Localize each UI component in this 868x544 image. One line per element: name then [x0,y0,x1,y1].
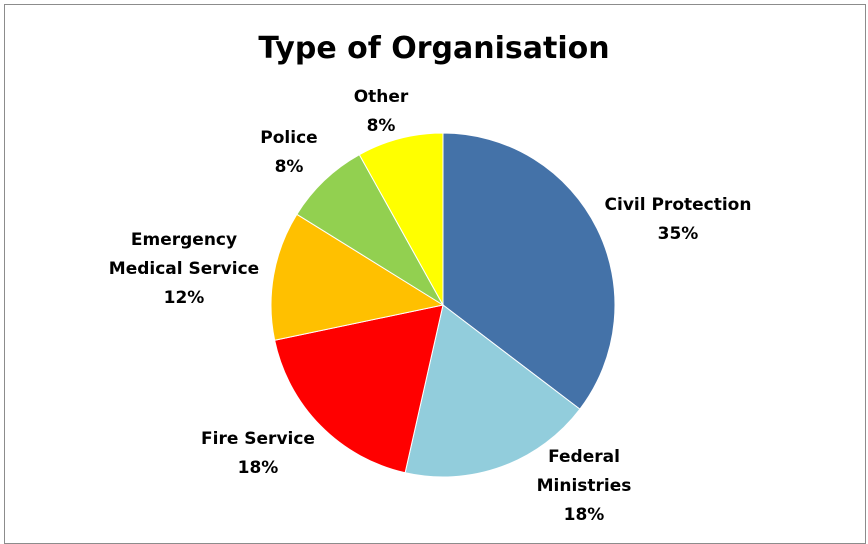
chart-title: Type of Organisation [258,31,610,66]
slice-label-civil-protection: Civil Protection 35% [605,195,752,244]
slice-name-federal-ministries: Federal [548,447,620,467]
pie-chart: Civil Protection 35%Federal Ministries 18%F… [109,87,752,525]
slice-value-civil-protection: 35% [658,224,699,244]
pie-labels: Civil Protection 35%Federal Ministries 18%F… [109,87,752,525]
slice-name-emergency-medical-service: Emergency [131,230,237,250]
slice-value-emergency-medical-service: 12% [164,288,205,308]
pie-slices [270,132,616,478]
slice-name-other: Other [354,87,409,107]
pie-slice-civil-protection [442,132,616,410]
slice-name-federal-ministries: Ministries [537,476,632,496]
pie-slice-fire-service [274,304,444,474]
slice-label-emergency-medical-service: Emergency Medical Service 12% [109,230,259,308]
slice-label-fire-service: Fire Service 18% [201,429,315,478]
slice-name-fire-service: Fire Service [201,429,315,449]
slice-value-police: 8% [275,157,304,177]
pie-slice-federal-ministries [404,304,581,478]
slice-label-federal-ministries: Federal Ministries 18% [537,447,632,525]
pie-slice-other [358,132,444,307]
slice-value-federal-ministries: 18% [564,505,605,525]
slice-label-police: Police 8% [260,128,317,177]
slice-name-civil-protection: Civil Protection [605,195,752,215]
slice-name-emergency-medical-service: Medical Service [109,259,259,279]
slice-label-other: Other 8% [354,87,409,136]
slice-name-police: Police [260,128,317,148]
slice-value-fire-service: 18% [238,458,279,478]
slice-value-other: 8% [367,116,396,136]
pie-slice-emergency-medical-service [270,213,445,341]
